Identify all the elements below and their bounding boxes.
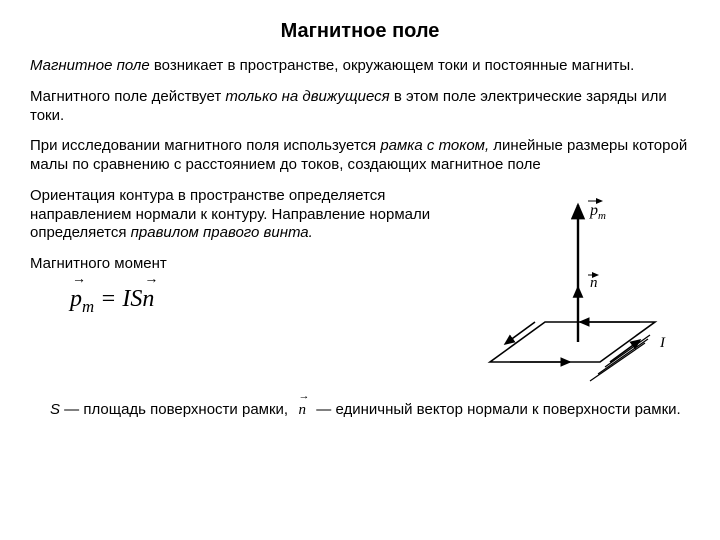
paragraph-4: Ориентация контура в пространстве опреде… [30, 187, 440, 243]
p3-emphasis: рамка с током, [380, 137, 489, 154]
formula-IS: IS [122, 286, 142, 312]
svg-text:n: n [590, 275, 598, 291]
svg-text:pm: pm [589, 202, 606, 222]
p1-text: возникает в пространстве, окружающем ток… [150, 57, 635, 74]
p6-S: S [50, 401, 60, 418]
page-title: Магнитное поле [30, 20, 690, 43]
p2-emphasis: только на движущиеся [225, 88, 389, 105]
current-loop-diagram: pm n I [450, 187, 690, 401]
paragraph-2: Магнитного поле действует только на движ… [30, 88, 690, 126]
paragraph-1: Магнитное поле возникает в пространстве,… [30, 57, 690, 76]
p1-emphasis: Магнитное поле [30, 57, 150, 74]
paragraph-6: S — площадь поверхности рамки, n — едини… [50, 401, 690, 420]
row-orientation: Ориентация контура в пространстве опреде… [30, 187, 690, 401]
p6-n-vector: n [296, 401, 308, 420]
p6-text-b: — площадь поверхности рамки, [60, 401, 288, 418]
svg-text:I: I [659, 335, 666, 351]
magnetic-moment-formula: pm = ISn [70, 286, 440, 317]
paragraph-3: При исследовании магнитного поля использ… [30, 137, 690, 175]
paragraph-5: Магнитного момент [30, 255, 440, 274]
formula-pm: p [70, 286, 82, 313]
p4-emphasis: правилом правого винта. [131, 224, 313, 241]
p6-text-c: — единичный вектор нормали к поверхности… [316, 401, 680, 418]
formula-pm-sub: m [82, 297, 94, 316]
p3-text-a: При исследовании магнитного поля использ… [30, 137, 380, 154]
p2-text-a: Магнитного поле действует [30, 88, 225, 105]
formula-n: n [142, 286, 154, 313]
formula-eq: = [94, 286, 122, 312]
